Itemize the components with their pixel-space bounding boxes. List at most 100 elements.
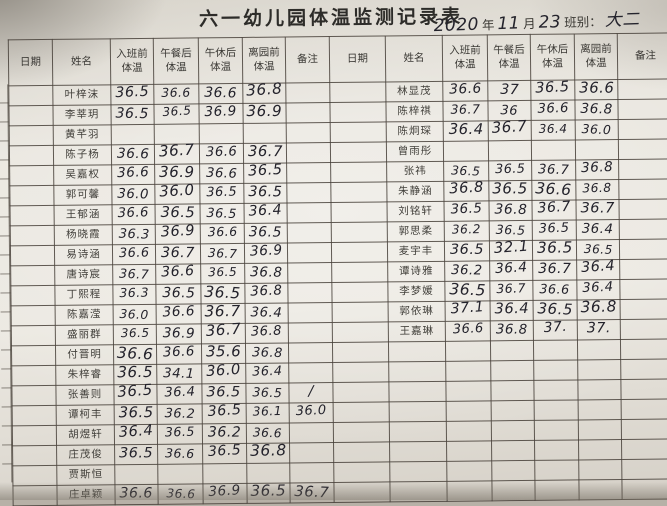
temp-cell: 36.7 — [532, 259, 577, 281]
header-label: 备注 — [296, 52, 319, 66]
header-label: 体温 — [165, 61, 187, 74]
student-name-cell: 郭依琳 — [388, 301, 446, 322]
handwritten-value: 36.7 — [204, 319, 242, 340]
temp-cell — [534, 419, 579, 441]
temp-cell: 36.6 — [442, 81, 488, 102]
handwritten-value: 36.5 — [207, 442, 242, 460]
paper-bottom-shadow — [0, 482, 667, 500]
note-cell — [286, 142, 331, 163]
date-cell — [12, 405, 57, 426]
printed-value: 郭思柔 — [398, 224, 434, 238]
class-label: 班别： — [564, 14, 602, 30]
student-name-cell: 王嘉琳 — [388, 321, 446, 342]
table-body: 叶梓沫 36.5 36.6 36.6 36.8 林显茂 36.6 37 36.5 36.6 李莘玥 3… — [8, 78, 667, 506]
handwritten-value: 36.5 — [535, 79, 571, 97]
temp-cell — [577, 359, 621, 380]
temp-cell: 36.4 — [156, 383, 203, 405]
temp-cell: 36.6 — [155, 263, 201, 285]
temp-cell: 36.5 — [200, 283, 246, 304]
student-name-cell: 谭诗雅 — [387, 261, 445, 282]
note-cell — [285, 82, 330, 103]
handwritten-value: 36.6 — [116, 145, 150, 163]
note-cell — [288, 322, 333, 343]
note-cell — [620, 338, 667, 360]
handwritten-value: 36.6 — [162, 303, 196, 321]
header-label: 体温 — [253, 60, 275, 73]
temp-cell: 36.7 — [489, 280, 534, 301]
handwritten-value: 37.1 — [450, 299, 485, 318]
temp-cell: 36.7 — [200, 243, 245, 264]
date-cell — [12, 425, 57, 446]
temp-cell: 36.5 — [200, 263, 245, 284]
printed-value: 李梦媛 — [399, 284, 434, 298]
handwritten-value: 36.3 — [119, 284, 150, 301]
handwritten-value: 36.6 — [253, 425, 283, 441]
handwritten-value: 36.7 — [536, 198, 572, 217]
printed-value: 王嘉琳 — [399, 324, 435, 338]
date-cell — [333, 421, 390, 443]
handwritten-value: 36.8 — [250, 282, 283, 300]
temp-cell — [490, 340, 534, 361]
student-name-cell: 唐诗宸 — [54, 264, 113, 286]
handwritten-value: 36.7 — [158, 140, 196, 161]
handwritten-value: 36.6 — [539, 281, 571, 297]
temp-cell: 36.6 — [111, 164, 155, 185]
handwritten-value: 36.5 — [451, 163, 482, 179]
header-label: 午餐后 — [160, 47, 192, 60]
handwritten-value: 36.7 — [118, 265, 150, 282]
temp-cell: 36.6 — [530, 99, 576, 121]
temp-cell: 37. — [533, 319, 578, 341]
temp-cell: 36.5 — [113, 324, 157, 345]
handwritten-value: 36.6 — [205, 165, 238, 182]
temp-cell: 36.5 — [202, 401, 247, 424]
temp-cell — [578, 459, 622, 480]
handwritten-value: 36.4 — [580, 257, 616, 277]
temp-cell: 36.5 — [244, 222, 288, 244]
handwritten-value: 36.4 — [251, 362, 283, 379]
header-label: 离园前 — [248, 46, 280, 59]
handwritten-value: 36.5 — [538, 220, 570, 237]
handwritten-value: 36.5 — [161, 284, 196, 302]
date-cell — [330, 141, 387, 163]
handwritten-value: 36.5 — [206, 401, 242, 420]
temp-cell — [446, 440, 492, 462]
date-cell — [9, 145, 54, 166]
temp-cell: 36.4 — [443, 120, 489, 142]
temp-cell: 36.8 — [246, 441, 290, 464]
handwritten-value: 36.5 — [537, 299, 574, 319]
handwritten-value: 36.9 — [204, 103, 238, 121]
handwritten-value: 36.2 — [451, 263, 484, 279]
temp-cell: 36.5 — [200, 203, 245, 224]
temp-cell: 36.6 — [532, 279, 578, 301]
student-name-cell: 黄芊羽 — [53, 124, 112, 146]
temp-cell: 36.8 — [574, 99, 619, 120]
temp-cell — [577, 339, 621, 360]
handwritten-value: 36.8 — [251, 345, 283, 362]
handwritten-value: 36.2 — [207, 424, 242, 441]
handwritten-value: 36.6 — [118, 245, 150, 262]
handwritten-value: 36.4 — [494, 299, 529, 318]
header-date-left: 日期 — [8, 39, 53, 86]
temp-cell: 37 — [487, 80, 531, 101]
temp-cell: 36.6 — [200, 223, 245, 244]
printed-value: 陈嘉滢 — [66, 308, 102, 321]
date-cell — [9, 125, 54, 146]
handwritten-value: 36.0 — [205, 360, 242, 380]
temp-cell: 36.5 — [202, 442, 247, 464]
handwritten-value: 36.4 — [494, 259, 528, 277]
temp-cell: 36.6 — [574, 79, 618, 100]
handwritten-value: 36.5 — [120, 325, 150, 341]
temp-cell: 36.5 — [488, 160, 532, 181]
handwritten-value: 36.2 — [452, 222, 482, 237]
header-label: 体温 — [454, 58, 476, 71]
printed-value: 谭柯丰 — [67, 408, 103, 421]
printed-value: 盛丽群 — [67, 328, 102, 341]
student-name-cell — [388, 341, 446, 362]
header-label: 姓名 — [70, 55, 93, 68]
temp-cell: 36.7 — [488, 117, 532, 141]
handwritten-value: 36.7 — [450, 101, 481, 117]
date-cell — [10, 265, 55, 286]
handwritten-value: 36.6 — [205, 144, 238, 161]
header-label: 入班前 — [116, 47, 148, 61]
note-cell — [619, 278, 667, 300]
